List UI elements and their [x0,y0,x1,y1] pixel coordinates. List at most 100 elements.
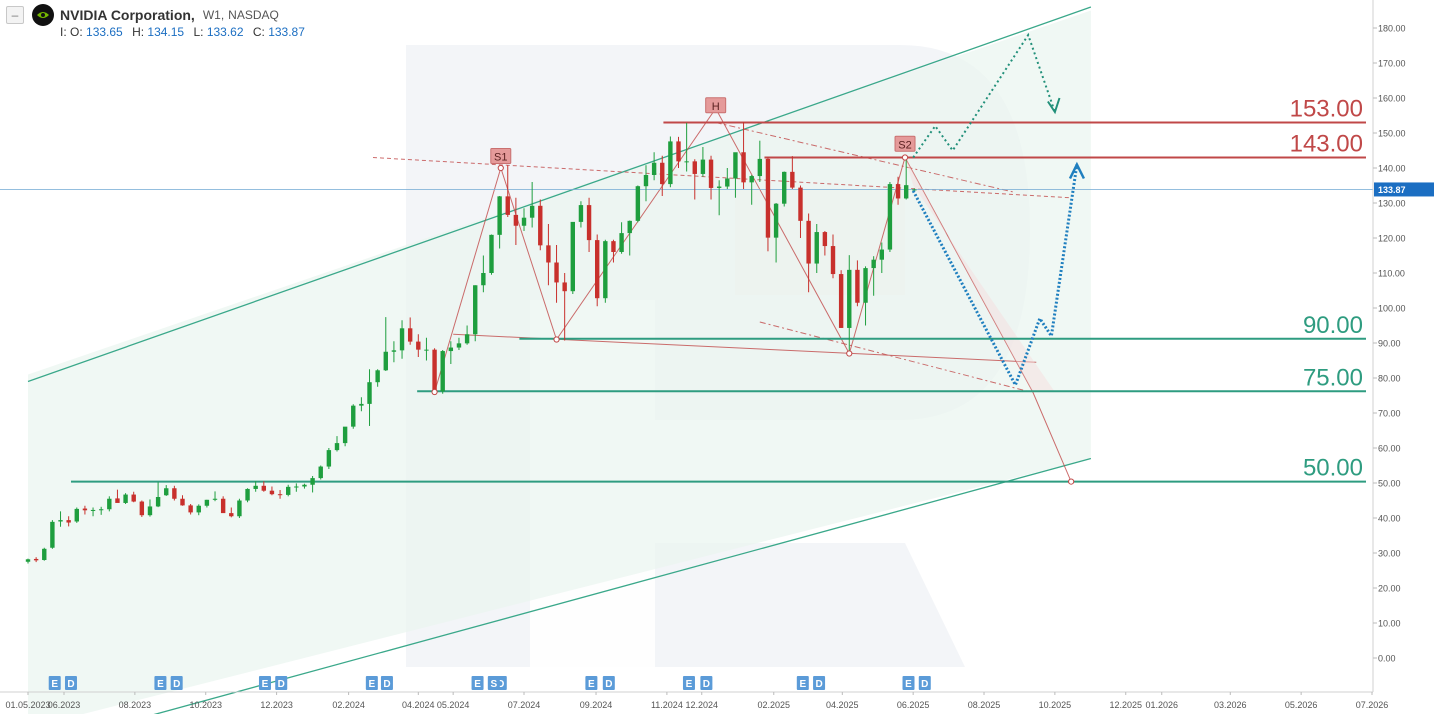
candle [326,448,332,469]
candle-body [334,443,340,451]
candle [25,558,31,564]
candle-body [513,214,519,226]
candle [855,260,860,307]
candle-body [660,162,665,185]
candle [725,168,730,189]
price-tick-label: 180.00 [1378,24,1406,34]
candle-body [237,500,242,517]
candle [627,220,632,256]
candle-body [359,403,364,406]
candle-body [497,196,502,235]
candle-body [147,506,153,516]
candle [464,325,470,345]
candle [33,557,39,563]
candle [286,484,291,497]
candle [741,122,746,189]
candle-body [611,241,616,252]
pattern-label: S2 [894,135,916,152]
earnings-marker-bg [365,676,378,690]
candle [668,136,673,188]
symbol-name[interactable]: NVIDIA Corporation, [60,7,195,23]
dividend-marker-bg [170,676,183,690]
candle [578,201,584,228]
candle [830,234,836,279]
channel-fill [28,10,1091,714]
earnings-marker: E [471,676,484,690]
dividend-marker-text: D [173,679,180,690]
candle-body [196,505,201,513]
candle-body [253,485,258,489]
candle [155,482,161,508]
time-tick-label: 06.2025 [897,700,930,710]
pattern-label: S1 [490,148,512,164]
time-tick-label: 07.2024 [508,700,541,710]
ohlc-readout: I: O: 133.65 H: 134.15 L: 133.62 C: 133.… [60,25,311,39]
pattern-label-text: H [712,101,720,113]
candle [684,122,689,172]
candle-body [782,171,787,204]
candle-body [139,501,145,516]
candle-body [245,488,250,501]
candle [879,242,884,273]
upper-wedge-line [715,122,1016,193]
price-tick-label: 20.00 [1378,584,1401,594]
price-tick-label: 70.00 [1378,409,1401,419]
open-value: 133.65 [86,25,123,39]
candle [716,180,722,216]
candle-body [708,159,714,188]
candle-body [277,494,283,496]
candle [782,171,787,207]
candle [139,500,145,517]
candle [586,197,592,252]
earnings-marker: E [258,676,271,690]
forecast-arrow-head [1068,161,1086,180]
candle-body [570,221,576,292]
dividend-marker-text: D [383,679,390,690]
nvidia-eye-icon [32,4,54,26]
candle-body [172,488,177,499]
minus-icon[interactable]: – [6,6,24,24]
candle-body [123,494,128,503]
price-tick-label: 160.00 [1378,94,1406,104]
lower-wedge-line [759,321,1031,393]
time-tick-label: 10.2025 [1039,700,1072,710]
candle [375,369,380,387]
earnings-marker-text: E [588,679,595,690]
earnings-marker: E [48,676,61,690]
timeframe[interactable]: W1, [202,8,225,22]
candle-body [798,187,803,221]
candle [391,341,397,363]
pattern-point [901,154,909,161]
candle [456,337,462,350]
candle-body [407,328,413,342]
candle-body [822,232,828,247]
candle [416,334,421,357]
time-tick-label: 06.2023 [48,700,81,710]
low-value: 133.62 [206,25,244,39]
candle [172,485,177,501]
price-tick-label: 110.00 [1378,269,1405,279]
pattern-label-text: S1 [494,152,507,164]
price-tick-label: 100.00 [1378,304,1406,314]
candle [424,337,429,361]
candle [570,221,576,294]
candle-body [481,273,486,286]
candle [432,348,437,394]
event-markers: E E E E E E E E ED D D D D D D D DS [48,676,931,690]
candle [50,520,55,549]
earnings-marker: E [682,676,695,690]
candle [822,231,828,256]
dividend-marker: D [602,676,615,690]
dividend-marker: D [170,676,183,690]
earnings-marker-bg [796,676,809,690]
candle-body [367,382,372,404]
time-tick-label: 11.2024 [651,700,683,710]
candle [147,499,153,517]
candle-body [521,217,527,226]
candle [603,239,608,303]
candle-body [773,203,779,238]
price-axis[interactable]: 180.00 170.00 160.00 150.00 140.00 130.00 120.… [1372,0,1434,692]
candle [676,136,681,168]
